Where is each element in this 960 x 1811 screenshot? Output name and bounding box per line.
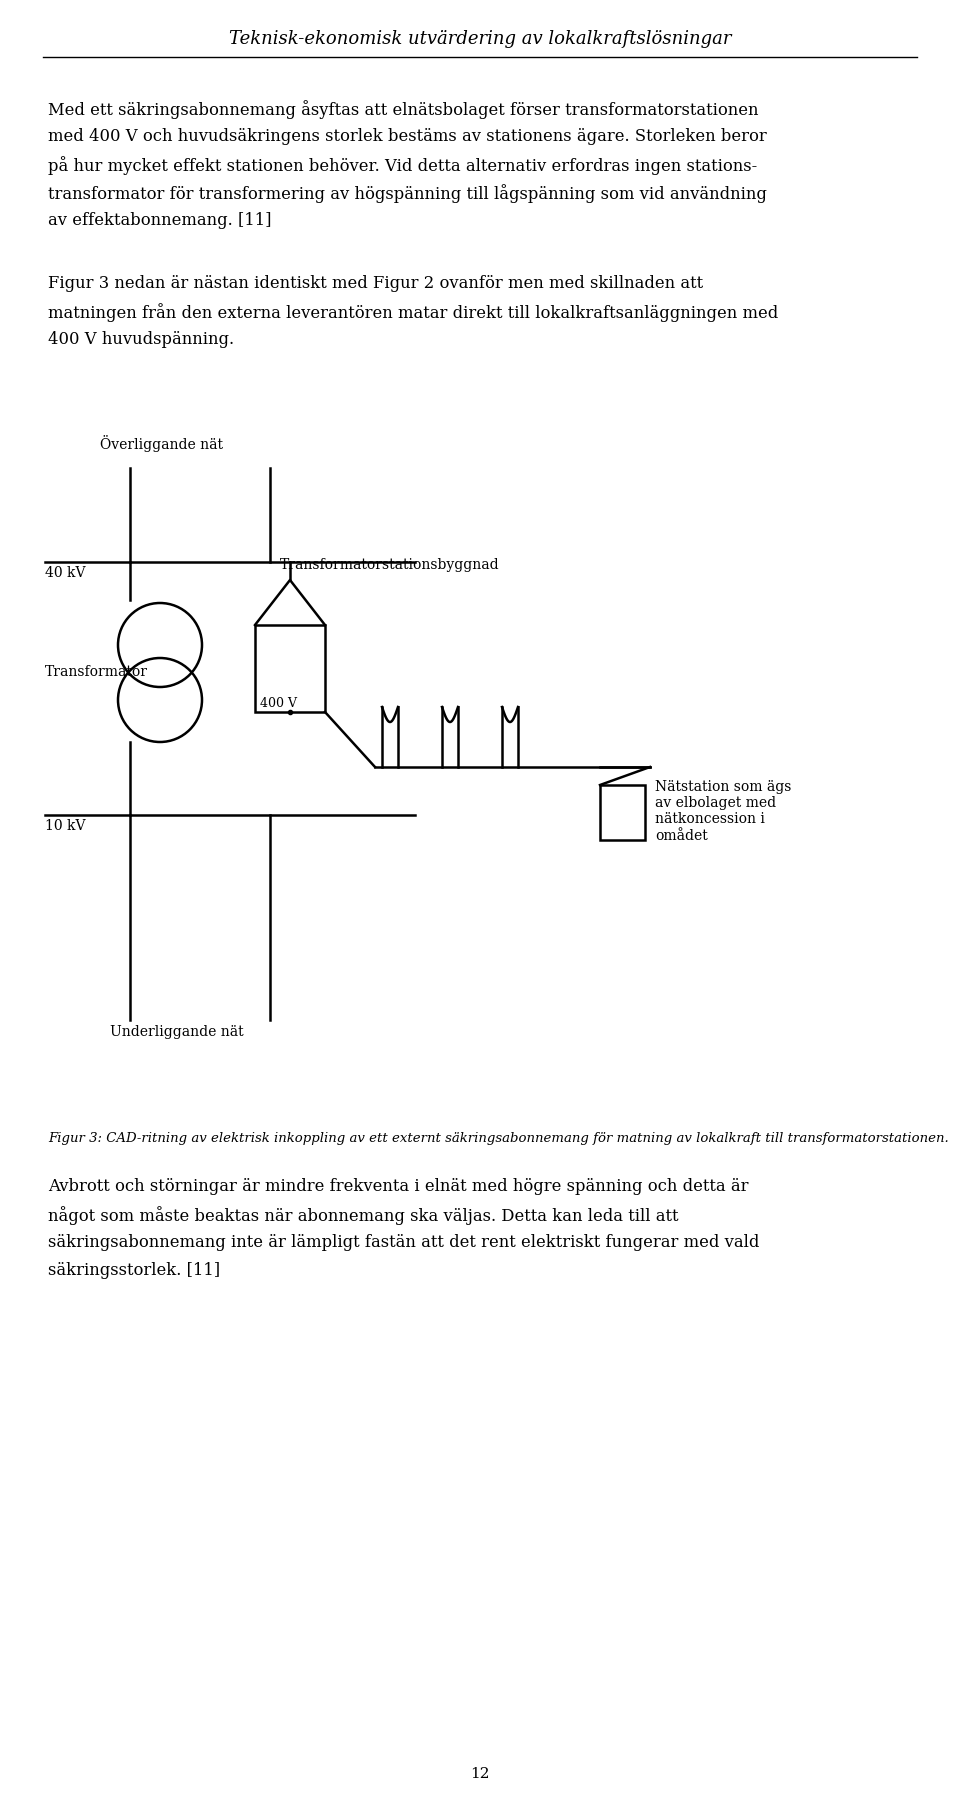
Text: Figur 3 nedan är nästan identiskt med Figur 2 ovanför men med skillnaden att: Figur 3 nedan är nästan identiskt med Fi… <box>48 275 703 292</box>
Text: säkringsabonnemang inte är lämpligt fastän att det rent elektriskt fungerar med : säkringsabonnemang inte är lämpligt fast… <box>48 1233 759 1251</box>
Text: Avbrott och störningar är mindre frekventa i elnät med högre spänning och detta : Avbrott och störningar är mindre frekven… <box>48 1177 749 1195</box>
Text: något som måste beaktas när abonnemang ska väljas. Detta kan leda till att: något som måste beaktas när abonnemang s… <box>48 1206 679 1224</box>
Text: Överliggande nät: Överliggande nät <box>100 435 223 453</box>
Text: Transformatorstationsbyggnad: Transformatorstationsbyggnad <box>280 558 499 572</box>
Text: 10 kV: 10 kV <box>45 819 85 833</box>
Bar <box>255 625 325 712</box>
Text: Figur 3: CAD-ritning av elektrisk inkoppling av ett externt säkringsabonnemang f: Figur 3: CAD-ritning av elektrisk inkopp… <box>48 1132 948 1145</box>
Text: 12: 12 <box>470 1768 490 1780</box>
Text: 400 V huvudspänning.: 400 V huvudspänning. <box>48 331 234 348</box>
Text: 40 kV: 40 kV <box>45 567 85 580</box>
Text: transformator för transformering av högspänning till lågspänning som vid användn: transformator för transformering av högs… <box>48 185 767 203</box>
Text: Underliggande nät: Underliggande nät <box>110 1025 244 1040</box>
Text: säkringsstorlek. [11]: säkringsstorlek. [11] <box>48 1262 220 1279</box>
Bar <box>600 784 645 840</box>
Text: med 400 V och huvudsäkringens storlek bestäms av stationens ägare. Storleken ber: med 400 V och huvudsäkringens storlek be… <box>48 129 767 145</box>
Text: Teknisk-ekonomisk utvärdering av lokalkraftslösningar: Teknisk-ekonomisk utvärdering av lokalkr… <box>228 31 732 49</box>
Text: Transformator: Transformator <box>45 665 148 679</box>
Text: av effektabonnemang. [11]: av effektabonnemang. [11] <box>48 212 272 228</box>
Text: matningen från den externa leverantören matar direkt till lokalkraftsanläggninge: matningen från den externa leverantören … <box>48 302 779 322</box>
Text: på hur mycket effekt stationen behöver. Vid detta alternativ erfordras ingen sta: på hur mycket effekt stationen behöver. … <box>48 156 757 176</box>
Text: 400 V: 400 V <box>260 697 297 710</box>
Text: Med ett säkringsabonnemang åsyftas att elnätsbolaget förser transformatorstation: Med ett säkringsabonnemang åsyftas att e… <box>48 100 758 120</box>
Text: Nätstation som ägs
av elbolaget med
nätkoncession i
omådet: Nätstation som ägs av elbolaget med nätk… <box>655 781 791 842</box>
